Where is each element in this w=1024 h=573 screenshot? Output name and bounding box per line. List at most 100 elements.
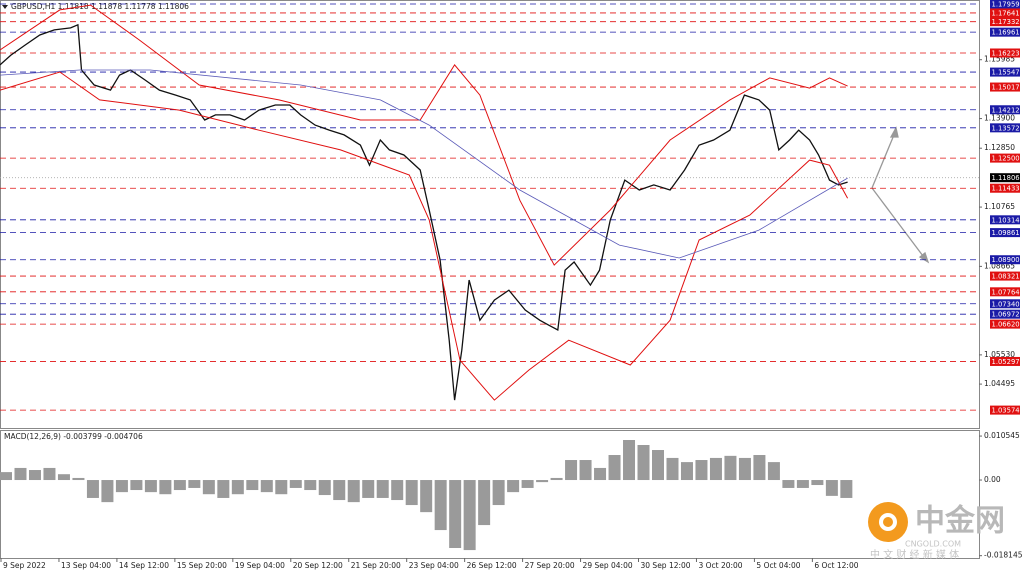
level-label: 1.14212 <box>992 106 1020 114</box>
series-line <box>0 69 848 259</box>
macd-bar <box>753 455 766 481</box>
macd-bar <box>478 480 491 526</box>
macd-header: MACD(12,26,9) -0.003799 -0.004706 <box>4 432 143 441</box>
logo-dot <box>883 517 893 527</box>
macd-bar <box>130 480 143 491</box>
level-box <box>990 228 1020 238</box>
x-tick-label: 27 Sep 20:00 <box>525 561 575 570</box>
level-label: 1.08900 <box>992 256 1020 264</box>
series-line <box>0 4 848 266</box>
level-box <box>990 105 1020 115</box>
macd-pane <box>0 430 980 559</box>
level-label: 1.10314 <box>992 216 1020 224</box>
level-label: 1.17641 <box>992 9 1020 17</box>
macd-bar <box>376 480 389 498</box>
macd-bar <box>231 480 244 495</box>
macd-bar <box>101 480 114 503</box>
x-tick-label: 29 Sep 04:00 <box>583 561 633 570</box>
level-box <box>990 17 1020 27</box>
level-box <box>990 48 1020 58</box>
macd-bar <box>72 477 85 481</box>
level-label: 1.06620 <box>992 321 1020 329</box>
x-tick-label: 26 Sep 12:00 <box>467 561 517 570</box>
level-box <box>990 309 1020 319</box>
x-tick-label: 19 Sep 04:00 <box>235 561 285 570</box>
macd-bar <box>550 477 563 481</box>
macd-bar <box>318 480 331 496</box>
macd-bar <box>173 480 186 491</box>
macd-bar <box>217 480 230 498</box>
macd-bar <box>246 480 259 491</box>
macd-bar <box>304 480 317 491</box>
menu-triangle <box>2 5 8 9</box>
x-tick-label: 6 Oct 12:00 <box>814 561 858 570</box>
macd-bar <box>594 467 607 481</box>
macd-bar <box>738 457 751 481</box>
macd-bar <box>159 480 172 495</box>
macd-bar <box>420 480 433 513</box>
macd-bar <box>492 480 505 506</box>
macd-bar <box>796 480 809 488</box>
level-label: 1.16961 <box>992 29 1020 37</box>
level-box <box>990 27 1020 37</box>
level-label: 1.03574 <box>992 407 1020 415</box>
macd-bar <box>724 455 737 481</box>
macd-bar <box>202 480 215 495</box>
macd-bar <box>565 460 578 481</box>
x-tick-label: 14 Sep 12:00 <box>119 561 169 570</box>
level-box <box>990 67 1020 77</box>
level-label: 1.08321 <box>992 273 1020 281</box>
macd-bar <box>825 480 838 496</box>
level-box <box>990 173 1020 183</box>
macd-bar <box>637 445 650 481</box>
level-label: 1.11433 <box>992 185 1020 193</box>
watermark: 中金网 CNGOLD.COM 中 文 财 经 新 媒 体 <box>868 502 1005 561</box>
y-tick-label: 1.13900 <box>984 114 1015 123</box>
macd-bar <box>391 480 404 501</box>
level-label: 1.09861 <box>992 229 1020 237</box>
macd-bar <box>0 472 12 481</box>
macd-bar <box>347 480 360 503</box>
y-tick-label: -0.018145 <box>984 551 1023 560</box>
macd-bar <box>666 457 679 481</box>
level-label: 1.15017 <box>992 84 1020 92</box>
level-label: 1.17332 <box>992 18 1020 26</box>
y-tick-label: 1.04495 <box>984 379 1015 388</box>
symbol-header: GBPUSD,H1 1.11818 1.11878 1.11778 1.1180… <box>11 2 189 11</box>
x-tick-label: 23 Sep 04:00 <box>409 561 459 570</box>
y-tick-label: 1.10765 <box>984 202 1015 211</box>
level-label: 1.06972 <box>992 311 1020 319</box>
macd-bar <box>695 460 708 481</box>
level-label: 1.16223 <box>992 49 1020 57</box>
level-box <box>990 287 1020 297</box>
level-label: 1.07764 <box>992 288 1020 296</box>
macd-bar <box>811 480 824 486</box>
x-tick-label: 3 Oct 20:00 <box>698 561 742 570</box>
x-tick-label: 13 Sep 04:00 <box>61 561 111 570</box>
x-tick-label: 9 Sep 2022 <box>3 561 46 570</box>
x-tick-label: 20 Sep 12:00 <box>293 561 343 570</box>
macd-bar <box>767 462 780 481</box>
level-box <box>990 319 1020 329</box>
level-label: 1.13572 <box>992 124 1020 132</box>
x-tick-label: 21 Sep 20:00 <box>351 561 401 570</box>
level-box <box>990 183 1020 193</box>
macd-bar <box>652 450 664 481</box>
level-box <box>990 0 1020 9</box>
y-tick-label: 1.15985 <box>984 55 1015 64</box>
main-pane <box>0 0 980 429</box>
macd-bar <box>608 455 621 481</box>
macd-bar <box>28 470 41 481</box>
forecast-arrows <box>871 126 930 264</box>
macd-bar <box>536 480 549 483</box>
macd-bar <box>144 480 157 493</box>
watermark-slogan: 中 文 财 经 新 媒 体 <box>870 548 959 561</box>
y-tick-label: 1.12850 <box>984 143 1015 152</box>
macd-bar <box>14 467 27 481</box>
macd-bar <box>434 480 447 531</box>
macd-bar <box>463 480 476 551</box>
macd-bar <box>86 480 99 498</box>
macd-bar <box>405 480 418 506</box>
level-box <box>990 255 1020 265</box>
macd-bar <box>333 480 346 501</box>
